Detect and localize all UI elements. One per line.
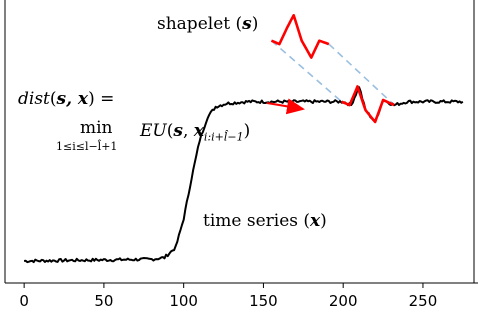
dist-function: dist	[18, 89, 50, 109]
x-tick-label: 250	[409, 292, 438, 310]
dist-args: s, x	[56, 89, 89, 109]
matching-guide-lines	[270, 40, 395, 106]
time-series-label: time series (x)	[203, 211, 327, 231]
formula-min: min	[80, 118, 113, 138]
eu-subscript: i:i+l̂−1	[203, 130, 244, 144]
time-series-line	[23, 86, 464, 264]
time-series-label-text: time series (	[203, 211, 311, 231]
formula-min-subscript: 1≤i≤l−l̂+1	[56, 140, 117, 153]
x-tick-label: 50	[94, 292, 113, 310]
shapelet-symbol: s	[242, 14, 252, 34]
matched-subsequence-line	[341, 85, 395, 124]
x-tick-label: 200	[329, 292, 358, 310]
x-tick-label: 150	[249, 292, 278, 310]
x-tick-label: 100	[169, 292, 198, 310]
series-lines	[23, 14, 464, 264]
min-word: min	[80, 118, 113, 138]
guide-line-right	[328, 43, 395, 106]
guide-line-left	[270, 40, 343, 103]
x-tick-label: 0	[19, 292, 29, 310]
shapelet-line	[270, 14, 330, 59]
dist-equals: ) =	[88, 89, 115, 109]
eu-function: EU	[140, 121, 167, 141]
shapelet-label: shapelet (s)	[157, 14, 258, 34]
arrow	[266, 98, 305, 115]
min-subscript: 1≤i≤l−l̂+1	[56, 140, 118, 153]
series-symbol: x	[310, 211, 321, 231]
eu-series-arg: x	[193, 121, 204, 141]
x-axis-ticks: 0 50 100 150 200 250	[19, 283, 437, 310]
formula-lhs: dist(s, x) =	[18, 89, 115, 109]
shapelet-label-text: shapelet (	[157, 14, 243, 34]
eu-shapelet-arg: s	[173, 121, 183, 141]
time-series-label-close: )	[320, 211, 327, 231]
shapelet-label-close: )	[251, 14, 259, 34]
eu-close: )	[243, 121, 251, 141]
formula-rhs: EU(s, xi:i+l̂−1)	[140, 121, 251, 144]
